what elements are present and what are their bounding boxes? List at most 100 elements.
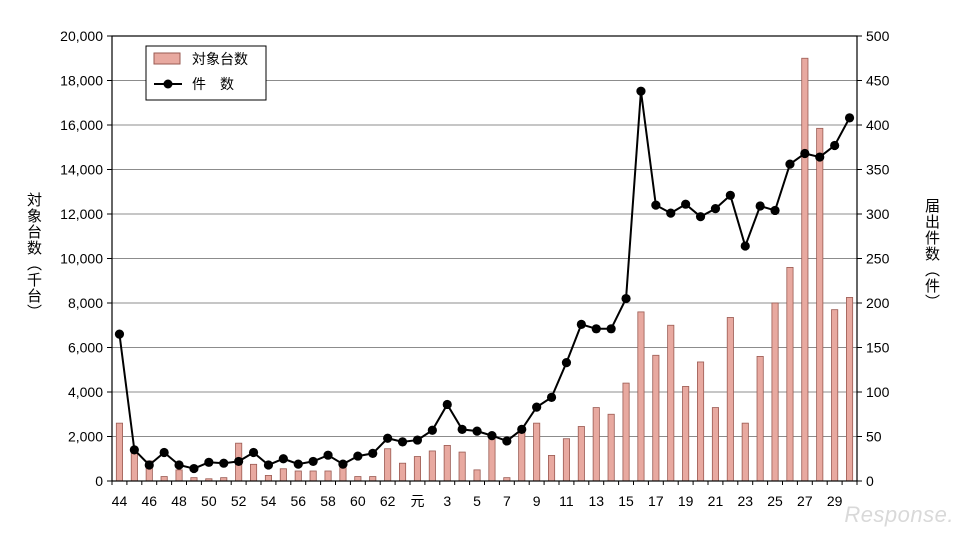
line-point: [144, 460, 154, 470]
line-point: [576, 319, 586, 329]
line-point: [427, 425, 437, 435]
line-point: [651, 200, 661, 210]
bar: [458, 451, 466, 482]
bar: [443, 444, 451, 482]
line-series: [118, 91, 851, 470]
y-right-tick-label: 500: [866, 28, 890, 44]
line-point: [725, 190, 735, 200]
line-point: [785, 159, 795, 169]
line-point: [353, 451, 363, 461]
x-tick-label: 44: [112, 493, 128, 509]
line-point: [844, 113, 855, 123]
x-tick-label: 9: [533, 493, 541, 509]
line-point: [308, 456, 318, 467]
x-tick-label: 52: [231, 493, 247, 509]
line-point: [472, 426, 482, 436]
bar: [548, 455, 556, 482]
line-point: [815, 152, 825, 162]
x-tick-label: 3: [443, 493, 451, 509]
x-tick-label: 5: [473, 493, 481, 509]
line-point: [159, 447, 169, 458]
y-left-tick-label: 8,000: [68, 295, 103, 311]
bar: [250, 463, 258, 482]
line-point: [740, 241, 750, 251]
bar: [697, 361, 705, 482]
bar: [622, 382, 630, 482]
bar: [607, 413, 615, 482]
bar: [413, 456, 421, 482]
x-tick-label: 23: [737, 493, 753, 509]
line-point: [248, 447, 259, 458]
y-left-tick-label: 4,000: [68, 384, 103, 400]
x-tick-label: 62: [380, 493, 396, 509]
x-tick-label: 46: [141, 493, 157, 509]
y-left-tick-label: 16,000: [60, 117, 103, 133]
bar: [533, 422, 541, 482]
bar: [309, 470, 317, 482]
line-point: [234, 456, 244, 467]
line-point: [457, 424, 467, 434]
x-tick-label: 元: [410, 493, 424, 509]
legend-label-line: 件 数: [192, 77, 234, 93]
gridlines: [112, 80, 857, 437]
bar: [682, 386, 690, 482]
line-point: [710, 204, 721, 214]
x-tick-label: 56: [290, 493, 306, 509]
line-point: [338, 459, 348, 469]
legend-label-bars: 対象台数: [192, 52, 248, 68]
line-point: [591, 324, 601, 334]
line-point: [681, 199, 691, 209]
line-point: [800, 148, 810, 159]
line-point: [397, 437, 408, 447]
line-point: [114, 329, 125, 339]
line-point: [532, 402, 542, 412]
bar: [801, 57, 809, 482]
bar: [562, 438, 570, 482]
y-axis-left: 0 2,000 4,000 6,000 8,000 10,000 12,000 14,000 1…: [60, 28, 112, 489]
bar: [816, 127, 824, 482]
line-point: [517, 424, 527, 434]
line-point: [323, 450, 333, 460]
legend: 対象台数 件 数: [145, 45, 267, 101]
x-tick-label: 13: [588, 493, 604, 509]
x-tick-label: 50: [201, 493, 217, 509]
watermark-logo: Response.: [844, 502, 954, 527]
line-point: [621, 293, 631, 304]
x-tick-label: 21: [708, 493, 724, 509]
line-point: [442, 399, 452, 410]
legend-bar-swatch: [153, 52, 181, 65]
bar: [399, 462, 407, 482]
line-point: [263, 460, 274, 470]
y-left-tick-label: 20,000: [60, 28, 103, 44]
y-axis-right: 0 50 100 150 200 250 300 350 400 450 500: [857, 28, 890, 489]
y-left-tick-label: 18,000: [60, 73, 103, 89]
line-point: [174, 460, 184, 470]
y-right-tick-label: 0: [866, 473, 874, 489]
bar: [488, 438, 496, 482]
line-point: [546, 392, 557, 402]
bar: [294, 470, 302, 482]
y-right-tick-label: 150: [866, 340, 890, 356]
x-tick-label: 48: [171, 493, 187, 509]
x-tick-label: 15: [618, 493, 634, 509]
y-left-tick-label: 6,000: [68, 340, 103, 356]
x-tick-label: 11: [559, 493, 574, 509]
y-axis-left-title: 対象台数（千台）: [25, 192, 43, 320]
bar: [846, 297, 854, 482]
line-point: [189, 463, 199, 474]
y-right-tick-label: 400: [866, 117, 890, 133]
x-tick-label: 58: [320, 493, 336, 509]
bar: [756, 355, 764, 482]
line-point: [368, 448, 378, 459]
bar: [175, 469, 183, 482]
line-point: [770, 205, 780, 216]
bar: [473, 469, 481, 482]
y-right-tick-label: 300: [866, 206, 890, 222]
bar: [741, 422, 749, 482]
line-point: [636, 86, 646, 96]
y-right-tick-label: 250: [866, 251, 890, 267]
y-left-tick-label: 2,000: [68, 429, 103, 445]
line-point: [204, 457, 214, 467]
legend-marker: [163, 79, 173, 89]
line-point: [487, 431, 497, 441]
